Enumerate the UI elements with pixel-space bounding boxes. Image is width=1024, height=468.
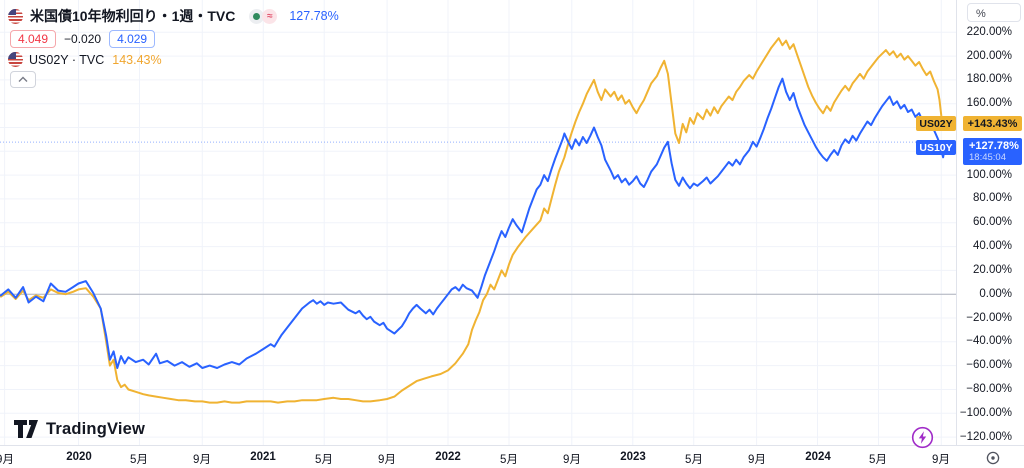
y-axis-tick: 100.00%	[966, 168, 1012, 181]
series-line-us02y	[0, 37, 947, 404]
compare-change-percent: 143.43%	[112, 52, 162, 67]
flash-boost-button[interactable]	[911, 426, 934, 449]
symbol-title[interactable]: 米国債10年物利回り・1週・TVC	[30, 8, 236, 24]
symbol-row[interactable]: 米国債10年物利回り・1週・TVC ≈ 127.78%	[8, 6, 339, 26]
x-axis-tick: 2024	[805, 451, 831, 463]
us10y-series-tag: US10Y	[916, 140, 956, 155]
chart-canvas[interactable]	[0, 0, 956, 445]
time-axis[interactable]: 9月 2020 5月 9月 2021 5月 9月 2022 5月 9月 2023 5月 9月 2024 5月…	[0, 445, 1024, 468]
y-axis-tick: 220.00%	[966, 25, 1012, 38]
y-axis-tick: 80.00%	[972, 192, 1012, 205]
x-axis-tick: 9月	[193, 454, 211, 466]
x-axis-tick: 2022	[435, 451, 461, 463]
us-flag-icon	[8, 8, 23, 24]
y-axis-tick: 160.00%	[966, 97, 1012, 110]
delayed-data-icon: ≈	[262, 8, 278, 24]
us-flag-icon	[8, 52, 23, 67]
y-axis-tick: −40.00%	[966, 335, 1012, 348]
gear-icon[interactable]	[985, 450, 1001, 466]
x-axis-tick: 9月	[748, 454, 766, 466]
compare-symbol-row[interactable]: US02Y · TVC 143.43%	[8, 52, 339, 67]
us10y-last-value: +127.78%	[969, 140, 1019, 152]
y-axis-tick: −20.00%	[966, 311, 1012, 324]
price-axis[interactable]: % 220.00%200.00%180.00%160.00%140.00%120…	[956, 0, 1024, 445]
symbol-change-percent: 127.78%	[289, 9, 339, 23]
us10y-last-value-badge: +127.78% 18:45:04	[963, 138, 1022, 165]
collapse-legend-button[interactable]	[10, 71, 36, 88]
x-axis-tick: 9月	[0, 454, 14, 466]
tradingview-logo-icon	[14, 420, 38, 438]
y-axis-tick: 60.00%	[972, 216, 1012, 229]
lightning-icon	[918, 431, 927, 444]
x-axis-tick: 9月	[932, 454, 950, 466]
y-axis-tick: −80.00%	[966, 382, 1012, 395]
x-axis-tick: 2021	[250, 451, 276, 463]
market-status-badge[interactable]: ≈	[249, 8, 278, 24]
market-open-indicator	[249, 8, 265, 24]
percent-unit-button[interactable]: %	[967, 3, 1021, 22]
tradingview-logo[interactable]: TradingView	[13, 419, 145, 439]
x-axis-tick: 5月	[500, 454, 518, 466]
x-axis-tick: 2020	[66, 451, 92, 463]
y-axis-tick: −100.00%	[959, 406, 1012, 419]
us02y-series-tag: US02Y	[916, 116, 956, 131]
buy-price-button[interactable]: 4.029	[109, 30, 156, 48]
series-line-us10y	[0, 77, 947, 369]
market-open-dot-icon	[253, 12, 261, 20]
x-axis-tick: 5月	[130, 454, 148, 466]
y-axis-tick: −60.00%	[966, 359, 1012, 372]
tradingview-logo-text: TradingView	[46, 419, 146, 438]
x-axis-tick: 2023	[620, 451, 646, 463]
y-axis-tick: 20.00%	[972, 263, 1012, 276]
us02y-last-value-badge: +143.43%	[963, 116, 1022, 131]
y-axis-tick: 40.00%	[972, 240, 1012, 253]
x-axis-tick: 5月	[315, 454, 333, 466]
chevron-up-icon	[18, 76, 28, 82]
price-row: 4.049 −0.020 4.029	[10, 30, 339, 48]
x-axis-tick: 5月	[869, 454, 887, 466]
y-axis-tick: 180.00%	[966, 73, 1012, 86]
y-axis-tick: 200.00%	[966, 49, 1012, 62]
compare-symbol-title[interactable]: US02Y · TVC	[29, 52, 105, 67]
y-axis-tick: −120.00%	[959, 430, 1012, 443]
bar-close-countdown: 18:45:04	[969, 152, 1006, 163]
price-change-value: −0.020	[64, 32, 102, 46]
x-axis-tick: 9月	[563, 454, 581, 466]
legend: 米国債10年物利回り・1週・TVC ≈ 127.78% 4.049 −0.020…	[8, 6, 339, 92]
sell-price-button[interactable]: 4.049	[10, 30, 57, 48]
y-axis-tick: 0.00%	[979, 287, 1012, 300]
x-axis-tick: 9月	[378, 454, 396, 466]
x-axis-tick: 5月	[685, 454, 703, 466]
